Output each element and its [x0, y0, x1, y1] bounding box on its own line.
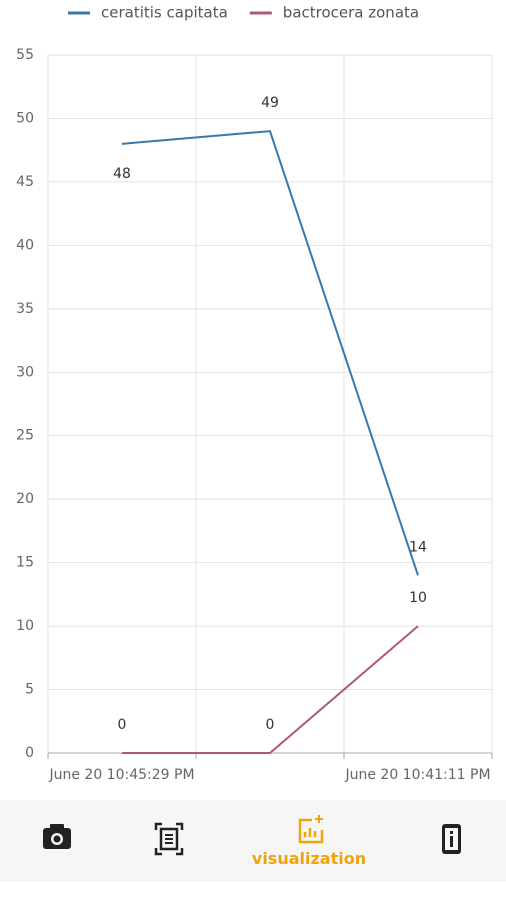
y-tick-label: 50	[16, 110, 34, 126]
y-tick-label: 35	[16, 301, 34, 317]
y-tick-label: 40	[16, 237, 34, 253]
data-label: 49	[261, 95, 279, 111]
y-tick-label: 5	[25, 682, 34, 698]
y-tick-label: 10	[16, 618, 34, 634]
info-icon[interactable]	[442, 824, 461, 854]
data-label: 0	[266, 717, 275, 733]
y-tick-label: 45	[16, 174, 34, 190]
legend-label: ceratitis capitata	[101, 4, 228, 22]
data-label: 14	[409, 539, 427, 555]
data-label: 10	[409, 590, 427, 606]
camera-icon[interactable]	[43, 824, 71, 849]
bottom-navigation: visualization	[0, 800, 506, 882]
data-label: 0	[118, 717, 127, 733]
y-tick-label: 0	[25, 745, 34, 761]
y-tick-label: 30	[16, 364, 34, 380]
nav-icons	[43, 815, 461, 856]
y-tick-label: 20	[16, 491, 34, 507]
y-tick-label: 25	[16, 428, 34, 444]
series-line	[121, 130, 419, 576]
nav-label-active[interactable]: visualization	[251, 849, 367, 868]
x-tick-label: June 20 10:45:29 PM	[48, 767, 194, 783]
y-tick-label: 55	[16, 47, 34, 63]
x-tick-label: June 20 10:41:11 PM	[344, 767, 490, 783]
data-label: 48	[113, 166, 131, 182]
series-line	[122, 625, 419, 754]
y-tick-label: 15	[16, 555, 34, 571]
legend-label: bactrocera zonata	[283, 4, 419, 22]
visualization-icon[interactable]	[298, 815, 324, 844]
chart: 0 5 10 15 20 25 30 35 40 45 50 55 June 20 10:45:29 P…	[16, 4, 493, 783]
document-scan-icon[interactable]	[154, 822, 184, 856]
